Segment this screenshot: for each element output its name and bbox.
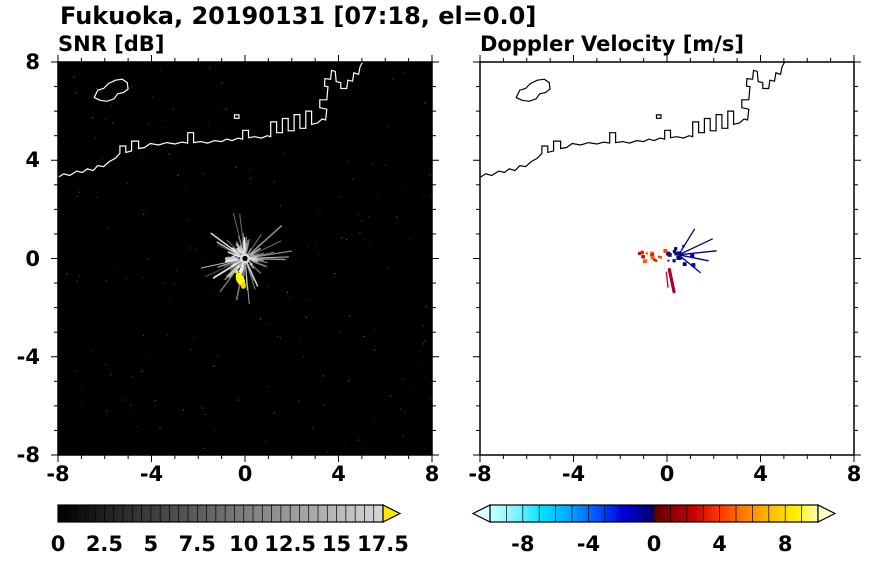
- vel-positive-cell: [638, 248, 668, 264]
- snr-y-tick-label: 0: [25, 246, 40, 271]
- snr-colorbar-tick-label: 15: [321, 532, 352, 556]
- doppler-colorbar-tick-label: 0: [646, 532, 662, 556]
- snr-panel-title: SNR [dB]: [58, 32, 165, 56]
- doppler-x-tick-label: 0: [659, 462, 675, 486]
- snr-y-tick-label: 4: [25, 148, 40, 173]
- snr-x-tick-label: 4: [331, 462, 346, 486]
- figure-title: Fukuoka, 20190131 [07:18, el=0.0]: [60, 2, 537, 30]
- snr-x-tick-label: -4: [139, 462, 164, 486]
- snr-colorbar: [57, 504, 402, 523]
- vel-map-content: [480, 62, 854, 455]
- snr-colorbar-tick-label: 2.5: [85, 532, 124, 556]
- snr-colorbar-tick-label: 12.5: [264, 532, 317, 556]
- vel-background: [480, 62, 854, 455]
- snr-colorbar-tick-label: 10: [229, 532, 259, 556]
- snr-noise-speckle: [66, 66, 432, 454]
- snr-colorbar-tick-label: 7.5: [178, 532, 216, 556]
- vel-negative-cell: [666, 228, 717, 274]
- doppler-x-tick-label: 4: [753, 462, 768, 486]
- vel-coastline: [480, 62, 786, 178]
- snr-center-dot: [242, 255, 248, 262]
- snr-y-tick-label: -4: [16, 344, 40, 369]
- snr-colorbar-gradient: [58, 505, 383, 522]
- snr-x-tick-label: 8: [424, 462, 440, 486]
- doppler-plot: [473, 55, 861, 462]
- doppler-x-tick-label: -4: [561, 462, 586, 486]
- snr-strong-cell: [235, 270, 246, 289]
- doppler-colorbar-tick-label: 4: [712, 532, 727, 556]
- snr-colorbar-tick-label: 5: [143, 532, 159, 556]
- doppler-colorbar-under-range-arrow: [472, 504, 491, 523]
- doppler-x-tick-label: -8: [468, 462, 492, 486]
- snr-map-content: [58, 62, 432, 455]
- vel-streak: [665, 267, 676, 294]
- doppler-colorbar: [472, 504, 836, 523]
- snr-colorbar-tick-label: 0: [50, 532, 66, 556]
- snr-plot: [51, 55, 439, 462]
- snr-y-tick-label: -8: [16, 443, 40, 467]
- vel-frame: [479, 61, 855, 456]
- doppler-x-tick-label: 8: [846, 462, 862, 486]
- doppler-colorbar-over-range-arrow: [817, 504, 836, 523]
- snr-colorbar-tick-label: 17.5: [357, 532, 409, 556]
- doppler-colorbar-tick-label: -8: [511, 532, 535, 556]
- snr-frame: [57, 61, 433, 456]
- snr-colorbar-over-range-arrow: [382, 504, 402, 523]
- doppler-colorbar-ticks: [489, 505, 819, 522]
- doppler-colorbar-tick-label: -4: [576, 532, 601, 556]
- snr-y-tick-label: 8: [25, 50, 40, 74]
- snr-coastline: [58, 62, 364, 178]
- doppler-colorbar-tick-label: 8: [777, 532, 793, 556]
- snr-x-tick-label: 0: [237, 462, 253, 486]
- doppler-panel-title: Doppler Velocity [m/s]: [480, 32, 744, 56]
- snr-x-tick-label: -8: [46, 462, 70, 486]
